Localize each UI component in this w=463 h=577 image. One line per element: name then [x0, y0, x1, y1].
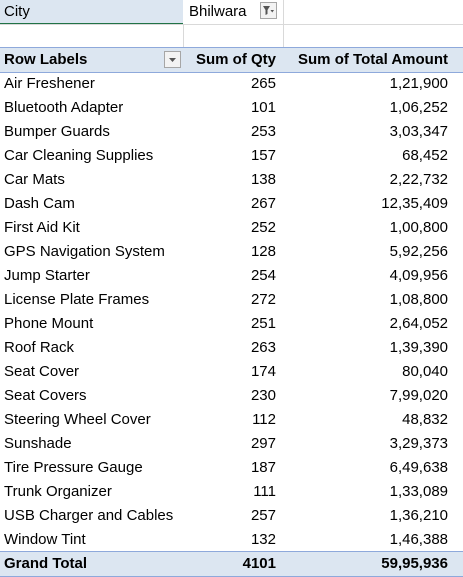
row-label: First Aid Kit	[4, 216, 180, 240]
qty-value: 157	[186, 144, 276, 168]
table-row[interactable]: Air Freshener 265 1,21,900	[0, 72, 463, 96]
dropdown-arrow-icon	[166, 53, 179, 66]
table-row[interactable]: Tire Pressure Gauge 187 6,49,638	[0, 456, 463, 480]
amount-value: 80,040	[280, 360, 448, 384]
amount-value: 4,09,956	[280, 264, 448, 288]
table-row[interactable]: Dash Cam 267 12,35,409	[0, 192, 463, 216]
qty-value: 263	[186, 336, 276, 360]
filter-value-label: Bhilwara	[189, 0, 247, 23]
table-row[interactable]: License Plate Frames 272 1,08,800	[0, 288, 463, 312]
qty-value: 265	[186, 72, 276, 96]
amount-value: 3,29,373	[280, 432, 448, 456]
amount-value: 1,08,800	[280, 288, 448, 312]
row-labels-header[interactable]: Row Labels	[4, 48, 180, 72]
report-filter-row: City Bhilwara	[0, 0, 463, 25]
table-row[interactable]: Roof Rack 263 1,39,390	[0, 336, 463, 360]
table-row[interactable]: Car Cleaning Supplies 157 68,452	[0, 144, 463, 168]
row-label: Bluetooth Adapter	[4, 96, 180, 120]
sum-of-qty-header[interactable]: Sum of Qty	[186, 48, 276, 72]
amount-value: 1,00,800	[280, 216, 448, 240]
amount-value: 5,92,256	[280, 240, 448, 264]
table-row[interactable]: Seat Cover 174 80,040	[0, 360, 463, 384]
blank-row	[0, 24, 463, 48]
row-label: Trunk Organizer	[4, 480, 180, 504]
qty-value: 297	[186, 432, 276, 456]
amount-value: 1,21,900	[280, 72, 448, 96]
row-label: Sunshade	[4, 432, 180, 456]
row-label: Car Mats	[4, 168, 180, 192]
row-label: Phone Mount	[4, 312, 180, 336]
table-row[interactable]: Bluetooth Adapter 101 1,06,252	[0, 96, 463, 120]
qty-value: 272	[186, 288, 276, 312]
pivot-header-row: Row Labels Sum of Qty Sum of Total Amoun…	[0, 47, 463, 73]
qty-value: 138	[186, 168, 276, 192]
table-row[interactable]: Steering Wheel Cover 112 48,832	[0, 408, 463, 432]
amount-value: 1,06,252	[280, 96, 448, 120]
amount-value: 3,03,347	[280, 120, 448, 144]
table-row[interactable]: Bumper Guards 253 3,03,347	[0, 120, 463, 144]
amount-value: 7,99,020	[280, 384, 448, 408]
amount-value: 1,39,390	[280, 336, 448, 360]
row-label: Seat Covers	[4, 384, 180, 408]
qty-value: 251	[186, 312, 276, 336]
table-row[interactable]: Trunk Organizer 111 1,33,089	[0, 480, 463, 504]
row-label: Jump Starter	[4, 264, 180, 288]
qty-value: 230	[186, 384, 276, 408]
row-label: Bumper Guards	[4, 120, 180, 144]
sum-of-total-amount-header[interactable]: Sum of Total Amount	[280, 48, 448, 72]
amount-value: 48,832	[280, 408, 448, 432]
table-row[interactable]: USB Charger and Cables 257 1,36,210	[0, 504, 463, 528]
row-labels-dropdown-button[interactable]	[164, 51, 181, 68]
row-label: Dash Cam	[4, 192, 180, 216]
row-label: Car Cleaning Supplies	[4, 144, 180, 168]
table-row[interactable]: Phone Mount 251 2,64,052	[0, 312, 463, 336]
table-row[interactable]: Seat Covers 230 7,99,020	[0, 384, 463, 408]
amount-value: 2,64,052	[280, 312, 448, 336]
amount-value: 6,49,638	[280, 456, 448, 480]
amount-value: 68,452	[280, 144, 448, 168]
filter-applied-icon	[262, 4, 275, 17]
grand-total-amount: 59,95,936	[280, 552, 448, 576]
qty-value: 187	[186, 456, 276, 480]
grand-total-row[interactable]: Grand Total 4101 59,95,936	[0, 551, 463, 577]
grand-total-qty: 4101	[186, 552, 276, 576]
qty-value: 101	[186, 96, 276, 120]
qty-value: 128	[186, 240, 276, 264]
qty-value: 253	[186, 120, 276, 144]
row-label: USB Charger and Cables	[4, 504, 180, 528]
table-row[interactable]: First Aid Kit 252 1,00,800	[0, 216, 463, 240]
row-label: Steering Wheel Cover	[4, 408, 180, 432]
amount-value: 1,36,210	[280, 504, 448, 528]
qty-value: 111	[186, 480, 276, 504]
table-row[interactable]: Jump Starter 254 4,09,956	[0, 264, 463, 288]
qty-value: 254	[186, 264, 276, 288]
amount-value: 2,22,732	[280, 168, 448, 192]
qty-value: 267	[186, 192, 276, 216]
grand-total-label: Grand Total	[4, 552, 180, 576]
amount-value: 12,35,409	[280, 192, 448, 216]
row-label: Tire Pressure Gauge	[4, 456, 180, 480]
amount-value: 1,33,089	[280, 480, 448, 504]
amount-value: 1,46,388	[280, 528, 448, 552]
qty-value: 112	[186, 408, 276, 432]
row-label: Window Tint	[4, 528, 180, 552]
qty-value: 252	[186, 216, 276, 240]
row-label: GPS Navigation System	[4, 240, 180, 264]
filter-value-cell[interactable]: Bhilwara	[186, 0, 282, 23]
row-label: Air Freshener	[4, 72, 180, 96]
row-label: Seat Cover	[4, 360, 180, 384]
qty-value: 174	[186, 360, 276, 384]
table-row[interactable]: GPS Navigation System 128 5,92,256	[0, 240, 463, 264]
qty-value: 132	[186, 528, 276, 552]
filter-dropdown-button[interactable]	[260, 2, 277, 19]
filter-field-cell[interactable]: City	[0, 0, 183, 24]
filter-field-label: City	[4, 0, 30, 23]
qty-value: 257	[186, 504, 276, 528]
row-label: License Plate Frames	[4, 288, 180, 312]
row-label: Roof Rack	[4, 336, 180, 360]
table-row[interactable]: Car Mats 138 2,22,732	[0, 168, 463, 192]
table-row[interactable]: Window Tint 132 1,46,388	[0, 528, 463, 552]
table-row[interactable]: Sunshade 297 3,29,373	[0, 432, 463, 456]
